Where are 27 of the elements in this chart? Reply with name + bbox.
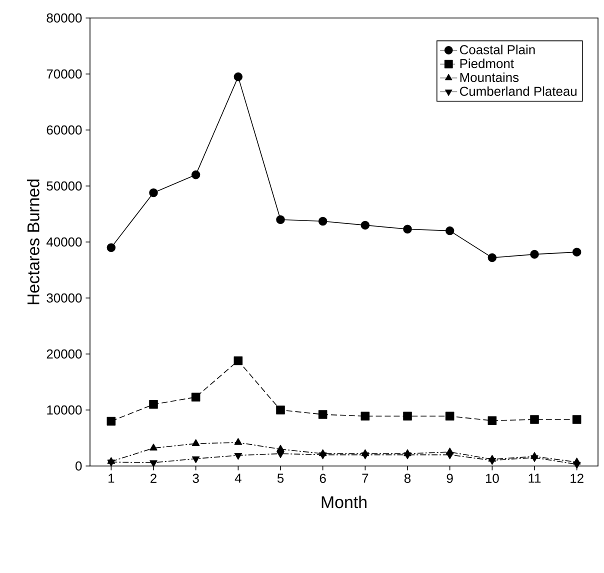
- y-axis-title: Hectares Burned: [26, 180, 40, 304]
- y-tick-label: 40000: [46, 237, 82, 247]
- legend-label: Piedmont: [460, 58, 514, 68]
- x-tick-label: 1: [108, 474, 114, 483]
- x-tick-label: 9: [446, 474, 453, 483]
- y-tick-label: 0: [76, 461, 82, 471]
- x-tick-label: 5: [277, 474, 284, 483]
- y-tick-label: 80000: [46, 13, 82, 23]
- y-tick-label: 60000: [46, 125, 82, 135]
- legend-label: Coastal Plain: [460, 44, 535, 54]
- x-tick-label: 8: [404, 474, 411, 483]
- x-axis-title: Month: [322, 496, 366, 508]
- x-tick-label: 3: [192, 474, 199, 483]
- legend-label: Cumberland Plateau: [460, 86, 576, 96]
- x-tick-label: 6: [320, 474, 326, 483]
- x-tick-label: 7: [362, 474, 368, 483]
- x-tick-label: 2: [150, 474, 156, 483]
- y-tick-label: 20000: [46, 349, 82, 359]
- legend-label: Mountains: [460, 72, 519, 82]
- y-tick-label: 30000: [46, 293, 82, 303]
- y-tick-label: 70000: [46, 69, 82, 79]
- y-tick-label: 10000: [47, 405, 82, 415]
- y-tick-label: 50000: [46, 181, 82, 191]
- x-tick-label: 12: [570, 474, 584, 483]
- x-tick-label: 10: [486, 474, 499, 483]
- x-tick-label: 11: [528, 474, 541, 483]
- x-tick-label: 4: [234, 474, 242, 483]
